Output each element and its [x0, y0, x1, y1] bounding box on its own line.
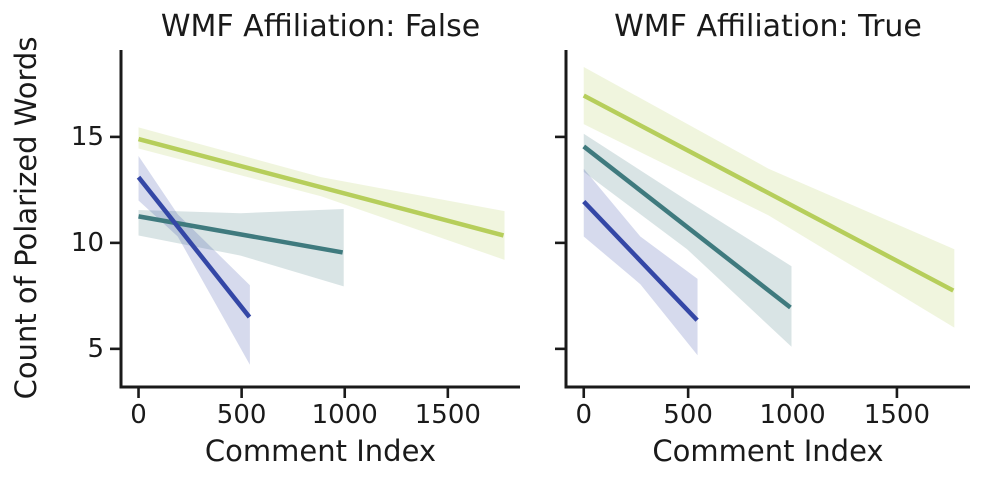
panel-title-wmf-false: WMF Affiliation: False — [160, 9, 481, 44]
panel-title-wmf-true: WMF Affiliation: True — [614, 9, 922, 44]
trend-line-teal-trend — [582, 144, 792, 310]
ci-band-teal-trend — [138, 208, 344, 287]
trend-line-green-trend — [137, 136, 505, 238]
y-tick-label: 5 — [87, 333, 104, 364]
y-axis-label: Count of Polarized Words — [9, 36, 43, 400]
x-tick-label: 1500 — [863, 400, 930, 430]
x-tick-label: 500 — [216, 400, 267, 430]
y-tick-label: 15 — [70, 121, 104, 152]
x-tick-label: 1000 — [311, 400, 378, 430]
x-tick-label: 1500 — [414, 400, 481, 430]
ci-band-green-trend — [583, 66, 955, 328]
x-tick-label: 500 — [663, 400, 713, 430]
x-tick-label: 0 — [130, 400, 147, 430]
ci-band-green-trend — [138, 127, 505, 260]
x-axis-label-left: Comment Index — [204, 434, 437, 468]
x-axis-label-right: Comment Index — [652, 434, 884, 468]
x-tick-label: 0 — [575, 400, 592, 430]
y-tick-label: 10 — [70, 227, 104, 258]
trend-line-green-trend — [582, 93, 955, 293]
trend-line-blue-trend — [136, 175, 252, 319]
ci-band-blue-trend — [138, 155, 250, 365]
x-tick-label: 1000 — [759, 400, 826, 430]
trend-line-blue-trend — [582, 199, 699, 322]
